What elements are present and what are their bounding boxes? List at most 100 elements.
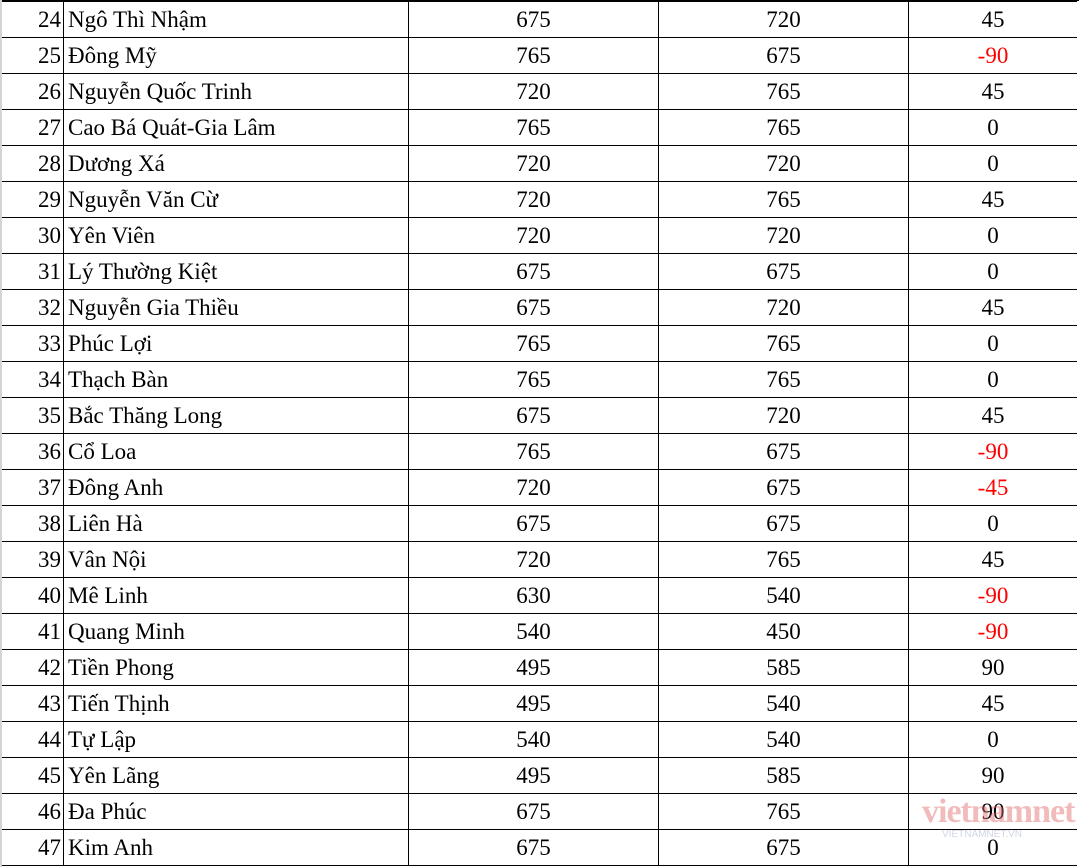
- school-name[interactable]: Yên Lãng: [63, 757, 409, 794]
- score-difference[interactable]: 45: [908, 181, 1077, 218]
- score-previous[interactable]: 495: [408, 757, 659, 794]
- school-name[interactable]: Lý Thường Kiệt: [63, 253, 409, 290]
- score-previous[interactable]: 720: [408, 217, 659, 254]
- score-difference[interactable]: 0: [908, 109, 1077, 146]
- score-current[interactable]: 720: [658, 1, 909, 38]
- score-previous[interactable]: 540: [408, 613, 659, 650]
- score-difference[interactable]: -90: [908, 433, 1077, 470]
- score-current[interactable]: 765: [658, 325, 909, 362]
- row-number[interactable]: 46: [2, 793, 64, 830]
- score-current[interactable]: 720: [658, 145, 909, 182]
- score-current[interactable]: 765: [658, 541, 909, 578]
- school-name[interactable]: Quang Minh: [63, 613, 409, 650]
- row-number[interactable]: 41: [2, 613, 64, 650]
- score-difference[interactable]: 45: [908, 73, 1077, 110]
- school-name[interactable]: Tiền Phong: [63, 649, 409, 686]
- school-name[interactable]: Phúc Lợi: [63, 325, 409, 362]
- score-current[interactable]: 585: [658, 757, 909, 794]
- score-difference[interactable]: 0: [908, 253, 1077, 290]
- score-difference[interactable]: 45: [908, 685, 1077, 722]
- score-current[interactable]: 540: [658, 577, 909, 614]
- score-difference[interactable]: 0: [908, 217, 1077, 254]
- score-current[interactable]: 675: [658, 829, 909, 866]
- score-previous[interactable]: 675: [408, 793, 659, 830]
- row-number[interactable]: 45: [2, 757, 64, 794]
- score-current[interactable]: 675: [658, 433, 909, 470]
- score-difference[interactable]: 0: [908, 325, 1077, 362]
- score-previous[interactable]: 675: [408, 1, 659, 38]
- score-difference[interactable]: 0: [908, 145, 1077, 182]
- row-number[interactable]: 40: [2, 577, 64, 614]
- row-number[interactable]: 30: [2, 217, 64, 254]
- row-number[interactable]: 38: [2, 505, 64, 542]
- school-name[interactable]: Cao Bá Quát-Gia Lâm: [63, 109, 409, 146]
- score-difference[interactable]: 45: [908, 541, 1077, 578]
- row-number[interactable]: 35: [2, 397, 64, 434]
- row-number[interactable]: 26: [2, 73, 64, 110]
- row-number[interactable]: 33: [2, 325, 64, 362]
- row-number[interactable]: 36: [2, 433, 64, 470]
- school-name[interactable]: Ngô Thì Nhậm: [63, 1, 409, 38]
- school-name[interactable]: Yên Viên: [63, 217, 409, 254]
- school-name[interactable]: Mê Linh: [63, 577, 409, 614]
- score-difference[interactable]: 45: [908, 1, 1077, 38]
- row-number[interactable]: 24: [2, 1, 64, 38]
- score-previous[interactable]: 720: [408, 145, 659, 182]
- school-name[interactable]: Nguyễn Gia Thiều: [63, 289, 409, 326]
- score-current[interactable]: 675: [658, 469, 909, 506]
- row-number[interactable]: 42: [2, 649, 64, 686]
- school-name[interactable]: Đa Phúc: [63, 793, 409, 830]
- score-difference[interactable]: 45: [908, 289, 1077, 326]
- score-previous[interactable]: 765: [408, 325, 659, 362]
- score-difference[interactable]: 45: [908, 397, 1077, 434]
- score-current[interactable]: 540: [658, 685, 909, 722]
- score-previous[interactable]: 675: [408, 829, 659, 866]
- score-current[interactable]: 765: [658, 73, 909, 110]
- school-name[interactable]: Cổ Loa: [63, 433, 409, 470]
- score-current[interactable]: 765: [658, 109, 909, 146]
- school-name[interactable]: Liên Hà: [63, 505, 409, 542]
- row-number[interactable]: 32: [2, 289, 64, 326]
- score-previous[interactable]: 675: [408, 253, 659, 290]
- score-difference[interactable]: 0: [908, 361, 1077, 398]
- score-current[interactable]: 720: [658, 289, 909, 326]
- score-previous[interactable]: 630: [408, 577, 659, 614]
- school-name[interactable]: Tiến Thịnh: [63, 685, 409, 722]
- row-number[interactable]: 43: [2, 685, 64, 722]
- row-number[interactable]: 39: [2, 541, 64, 578]
- school-name[interactable]: Tự Lập: [63, 721, 409, 758]
- score-previous[interactable]: 765: [408, 433, 659, 470]
- score-current[interactable]: 585: [658, 649, 909, 686]
- row-number[interactable]: 37: [2, 469, 64, 506]
- score-difference[interactable]: 0: [908, 505, 1077, 542]
- school-name[interactable]: Bắc Thăng Long: [63, 397, 409, 434]
- score-difference[interactable]: -45: [908, 469, 1077, 506]
- school-name[interactable]: Thạch Bàn: [63, 361, 409, 398]
- score-previous[interactable]: 720: [408, 73, 659, 110]
- score-difference[interactable]: -90: [908, 577, 1077, 614]
- score-previous[interactable]: 495: [408, 685, 659, 722]
- score-current[interactable]: 765: [658, 181, 909, 218]
- row-number[interactable]: 31: [2, 253, 64, 290]
- score-previous[interactable]: 720: [408, 541, 659, 578]
- score-current[interactable]: 765: [658, 361, 909, 398]
- school-name[interactable]: Đông Anh: [63, 469, 409, 506]
- score-difference[interactable]: -90: [908, 37, 1077, 74]
- score-previous[interactable]: 540: [408, 721, 659, 758]
- school-name[interactable]: Kim Anh: [63, 829, 409, 866]
- score-difference[interactable]: 90: [908, 649, 1077, 686]
- score-current[interactable]: 675: [658, 253, 909, 290]
- score-current[interactable]: 765: [658, 793, 909, 830]
- score-current[interactable]: 675: [658, 37, 909, 74]
- score-previous[interactable]: 720: [408, 181, 659, 218]
- score-previous[interactable]: 495: [408, 649, 659, 686]
- score-current[interactable]: 720: [658, 397, 909, 434]
- row-number[interactable]: 27: [2, 109, 64, 146]
- school-name[interactable]: Đông Mỹ: [63, 37, 409, 74]
- score-previous[interactable]: 675: [408, 505, 659, 542]
- school-name[interactable]: Dương Xá: [63, 145, 409, 182]
- school-name[interactable]: Nguyễn Văn Cừ: [63, 181, 409, 218]
- score-previous[interactable]: 675: [408, 397, 659, 434]
- score-difference[interactable]: 90: [908, 793, 1077, 830]
- row-number[interactable]: 25: [2, 37, 64, 74]
